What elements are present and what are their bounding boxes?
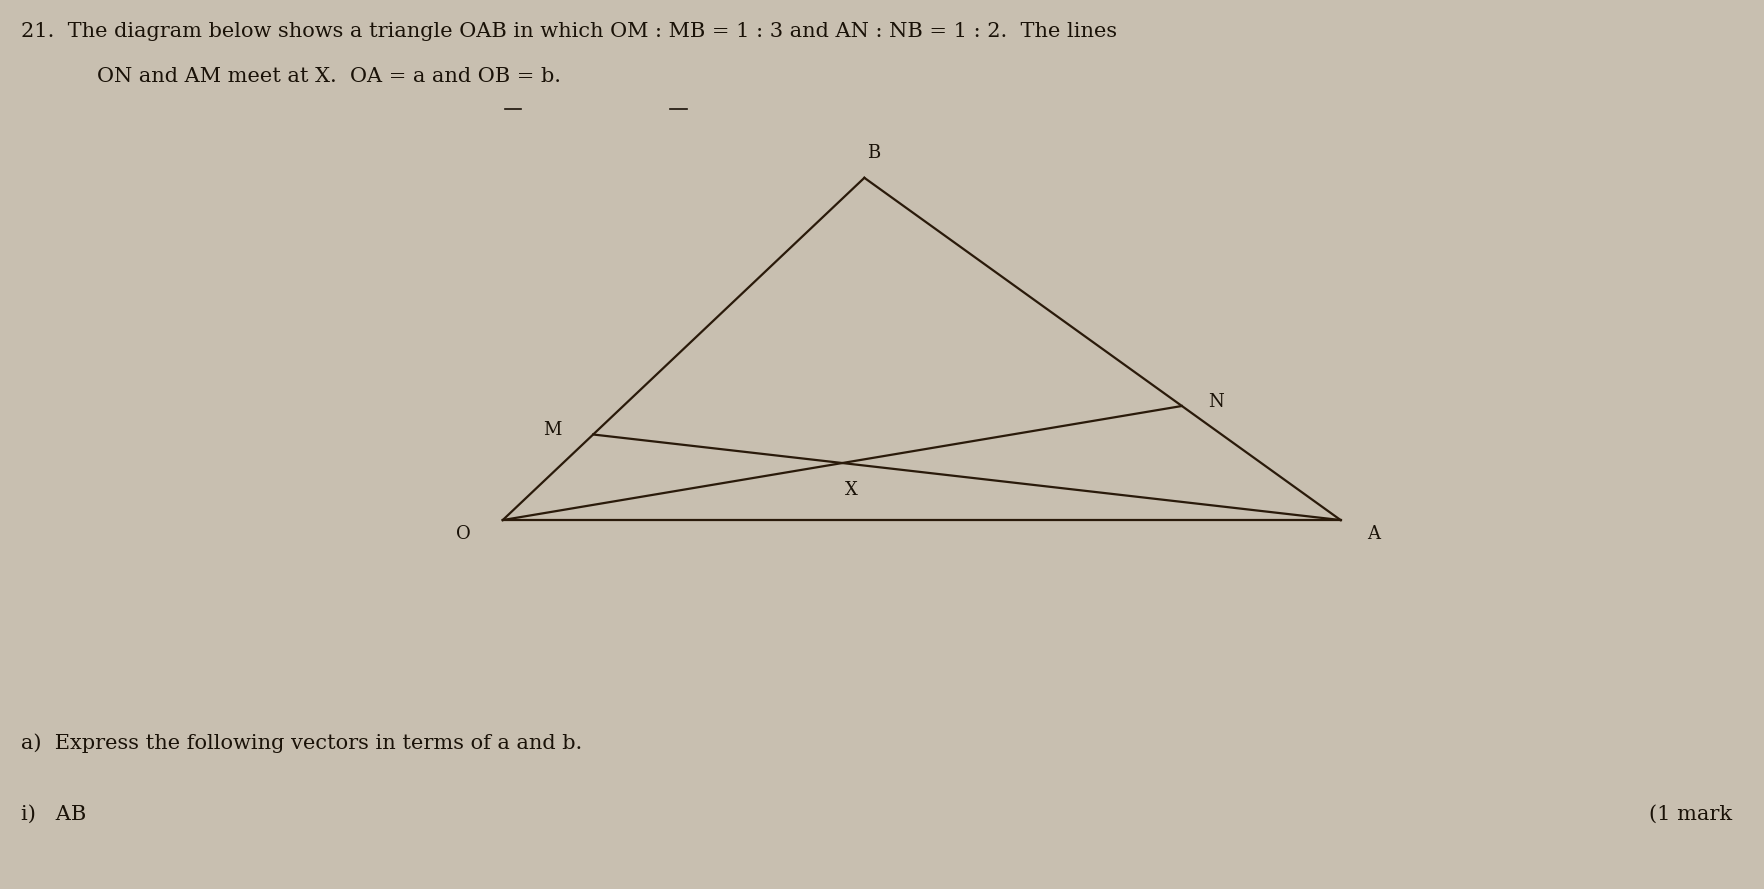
Text: i)   AB: i) AB <box>21 805 86 823</box>
Text: B: B <box>866 144 880 162</box>
Text: X: X <box>845 481 857 499</box>
Text: a)  Express the following vectors in terms of a and b.: a) Express the following vectors in term… <box>21 733 582 753</box>
Text: A: A <box>1367 525 1379 542</box>
Text: O: O <box>457 525 471 542</box>
Text: M: M <box>543 421 561 439</box>
Text: 21.  The diagram below shows a triangle OAB in which OM : MB = 1 : 3 and AN : NB: 21. The diagram below shows a triangle O… <box>21 22 1117 41</box>
Text: N: N <box>1208 393 1224 411</box>
Text: (1 mark: (1 mark <box>1649 805 1732 823</box>
Text: ON and AM meet at X.  OA = a and OB = b.: ON and AM meet at X. OA = a and OB = b. <box>97 67 561 85</box>
